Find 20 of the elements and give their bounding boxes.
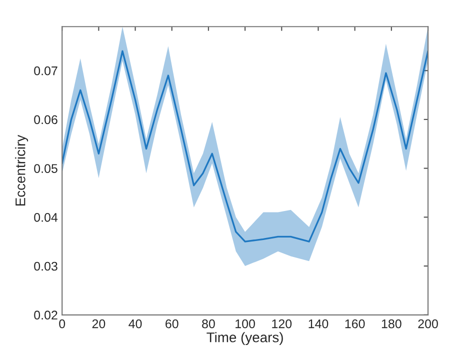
x-tick-label: 180 xyxy=(382,319,402,328)
y-tick-label: 0.07 xyxy=(34,66,58,76)
x-tick-label: 120 xyxy=(272,319,292,328)
x-tick-label: 20 xyxy=(92,319,106,328)
x-tick-label: 60 xyxy=(166,319,178,328)
y-tick-label: 0.03 xyxy=(34,262,58,271)
y-tick-label: 0.05 xyxy=(34,164,58,173)
y-tick-label: 0.06 xyxy=(34,115,58,124)
x-tick-label: 140 xyxy=(308,319,328,328)
x-tick-label: 40 xyxy=(128,319,142,328)
x-tick-label: 80 xyxy=(202,319,215,328)
x-axis-title: Time (years) xyxy=(206,332,283,346)
x-tick-label: 0 xyxy=(59,319,66,328)
y-axis-title: Eccentriciry xyxy=(15,134,28,206)
x-tick-label: 200 xyxy=(418,319,438,328)
y-tick-label: 0.02 xyxy=(34,310,58,320)
line-series xyxy=(62,50,428,242)
y-tick-label: 0.04 xyxy=(34,212,58,222)
x-tick-label: 100 xyxy=(236,319,255,328)
x-tick-label: 160 xyxy=(345,319,365,328)
